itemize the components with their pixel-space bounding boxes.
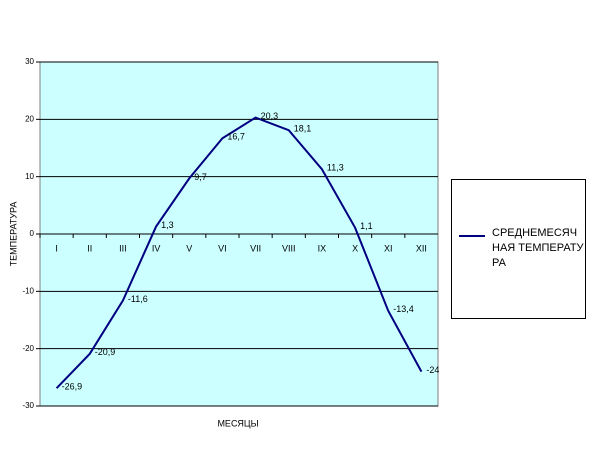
y-tick-label: 0 [30,229,35,238]
data-label: 18,1 [294,124,312,134]
x-tick-label: XI [384,243,393,253]
data-label: 9,7 [194,172,207,182]
data-label: -24 [426,365,439,375]
x-tick-label: XII [416,243,427,253]
x-tick-label: VII [250,243,261,253]
y-tick-label: -30 [22,401,34,410]
data-label: 11,3 [327,163,344,173]
x-tick-label: IX [318,243,327,253]
data-label: -11,6 [128,294,148,304]
x-tick-label: II [87,243,92,253]
data-label: 1,3 [161,220,174,230]
x-tick-label: V [186,243,192,253]
y-tick-label: 30 [25,57,34,66]
x-axis-label: МЕСЯЦЫ [217,418,258,428]
data-label: 16,7 [227,132,245,142]
x-tick-label: III [119,243,127,253]
x-tick-label: VI [218,243,227,253]
x-tick-label: X [352,243,358,253]
x-tick-label: VIII [282,243,296,253]
data-label: -20,9 [95,347,116,357]
y-tick-label: 10 [25,172,34,181]
legend-label: СРЕДНЕМЕСЯЧНАЯ ТЕМПЕРАТУРА [492,227,584,269]
y-axis-label: ТЕМПЕРАТУРА [8,202,18,267]
data-label: 1,1 [360,221,373,231]
legend: СРЕДНЕМЕСЯЧНАЯ ТЕМПЕРАТУРА [451,179,586,319]
legend-swatch-area [459,235,485,237]
data-label: 20,3 [261,111,279,121]
x-tick-label: IV [152,243,161,253]
series-line [55,116,423,389]
y-tick-label: -20 [22,344,34,353]
data-label: -13,4 [393,304,414,314]
data-label: -26,9 [62,382,83,392]
y-tick-label: -10 [22,286,34,295]
x-tick-label: I [55,243,58,253]
y-tick-label: 20 [25,114,34,123]
